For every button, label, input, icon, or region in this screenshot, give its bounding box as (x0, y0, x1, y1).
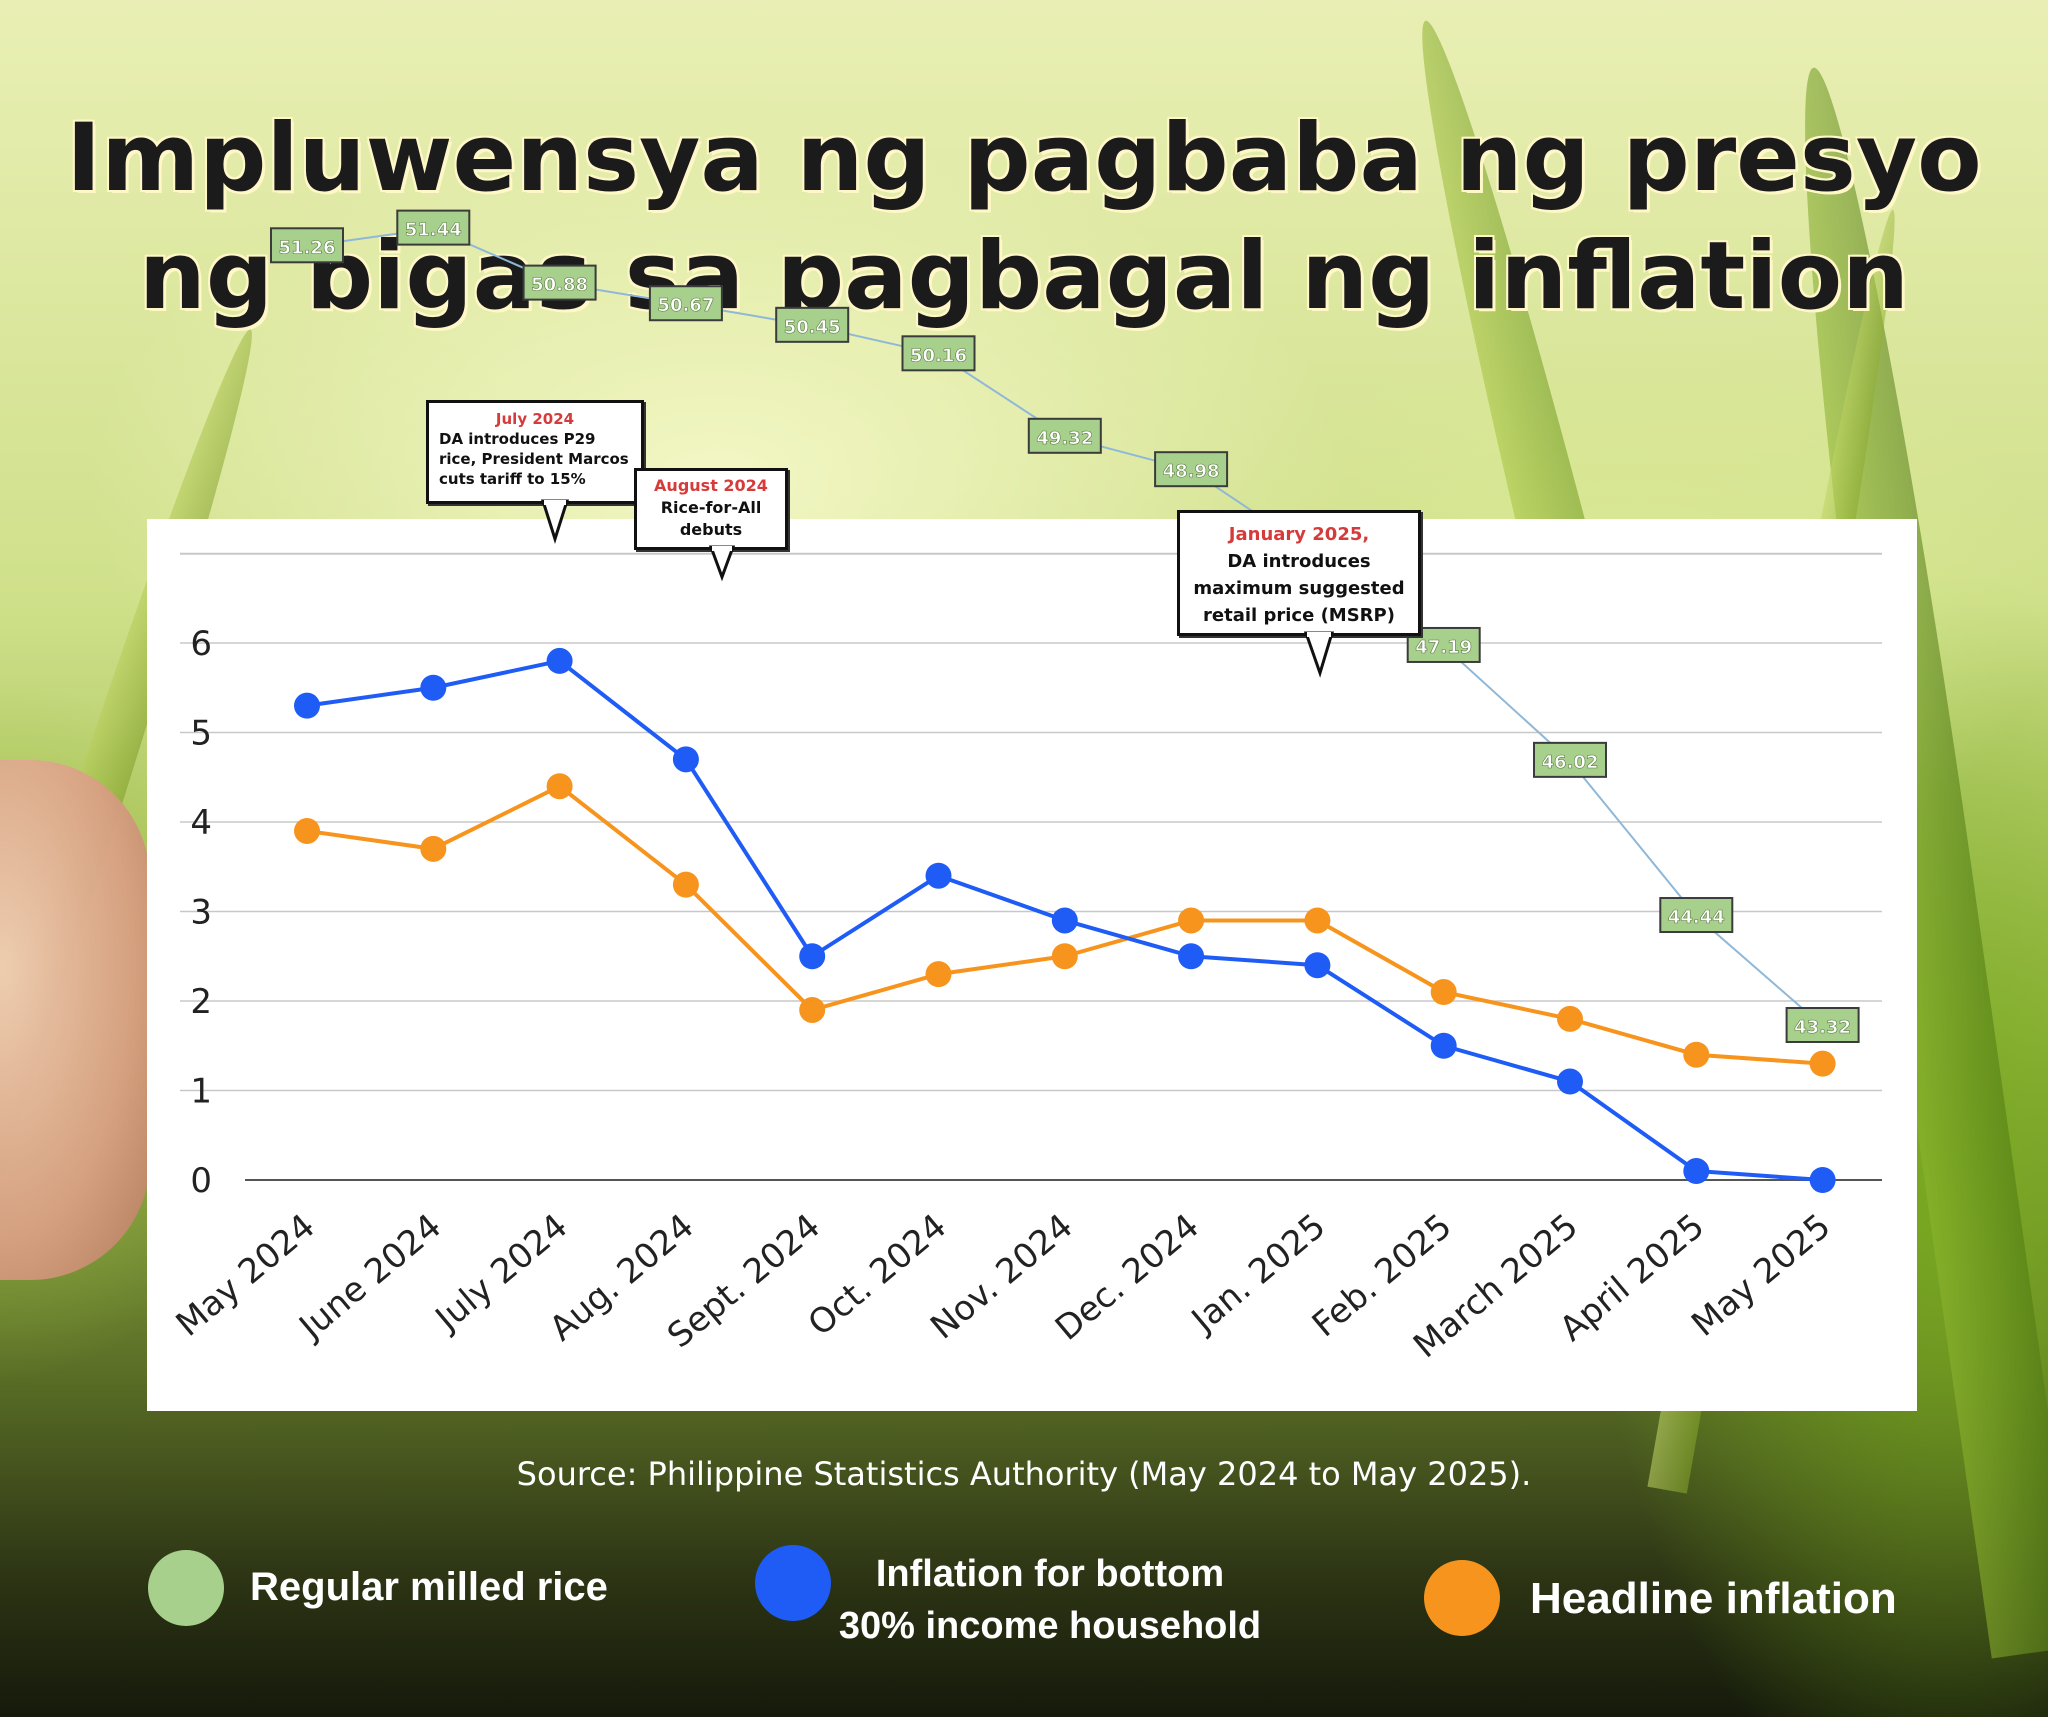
data-point-bottom-30-inflation (294, 692, 320, 719)
legend-label-rice: Regular milled rice (250, 1565, 608, 1609)
data-point-bottom-30-inflation (1809, 1167, 1836, 1193)
data-point-headline-inflation (1809, 1050, 1836, 1077)
annotation-july-2024: July 2024 DA introduces P29 rice, Presid… (426, 400, 644, 544)
annotation-head: August 2024 (654, 476, 768, 495)
rice-price-label-box (1785, 1007, 1860, 1043)
rice-price-data-label: 50.45 (784, 317, 841, 338)
data-point-headline-inflation (546, 773, 573, 800)
rice-price-label-box (648, 285, 723, 322)
y-tick-label: 6 (190, 624, 212, 664)
data-point-bottom-30-inflation (672, 746, 699, 773)
rice-price-label-box (1533, 741, 1607, 778)
rice-price-label-box (1659, 897, 1734, 934)
y-tick-label: 4 (190, 803, 212, 843)
data-point-headline-inflation (925, 961, 952, 988)
rice-price-label-box (522, 264, 597, 301)
data-point-bottom-30-inflation (546, 647, 573, 674)
annotation-body: DA introduces P29 rice, President Marcos… (439, 430, 629, 488)
rice-price-data-label: 50.88 (531, 275, 588, 296)
data-point-headline-inflation (1304, 907, 1331, 934)
rice-price-data-label: 49.32 (1036, 428, 1093, 449)
rice-price-data-label: 46.02 (1542, 752, 1599, 773)
data-point-bottom-30-inflation (1557, 1068, 1583, 1095)
title-line-1: Impluwensya ng pagbaba ng presyo (66, 104, 1982, 213)
annotation-head: January 2025, (1228, 524, 1370, 545)
data-point-headline-inflation (1683, 1041, 1710, 1068)
rice-price-data-label: 50.16 (910, 345, 967, 366)
legend-label-bottom30: Inflation for bottom 30% income househol… (830, 1548, 1270, 1652)
annotation-body: DA introduces maximum suggested retail p… (1193, 551, 1405, 626)
data-point-headline-inflation (420, 835, 447, 862)
data-point-bottom-30-inflation (799, 943, 826, 970)
y-tick-label: 2 (190, 982, 212, 1022)
annotation-head: July 2024 (495, 410, 575, 428)
data-point-headline-inflation (1051, 943, 1078, 970)
annotation-january-2025: January 2025, DA introduces maximum sugg… (1177, 510, 1421, 678)
annotation-body: Rice-for-All debuts (660, 498, 762, 539)
callout-pointer (1303, 631, 1335, 678)
rice-price-data-label: 43.32 (1794, 1017, 1851, 1038)
data-point-headline-inflation (1178, 907, 1205, 934)
hand-holding-rice (0, 760, 150, 1280)
rice-price-label-box (1027, 417, 1102, 454)
rice-price-label-box (775, 306, 850, 343)
rice-price-label-box (270, 227, 344, 264)
rice-price-data-label: 50.67 (657, 295, 714, 316)
callout-pointer (540, 499, 570, 544)
y-tick-label: 0 (190, 1161, 212, 1201)
callout-pointer (708, 545, 736, 582)
rice-price-label-box (901, 335, 976, 372)
source-note: Source: Philippine Statistics Authority … (516, 1455, 1532, 1493)
data-point-headline-inflation (294, 817, 320, 844)
data-point-bottom-30-inflation (1304, 952, 1331, 979)
rice-price-data-label: 48.98 (1163, 461, 1220, 482)
y-tick-label: 3 (190, 893, 212, 933)
legend-label-line-1: Inflation for bottom (875, 1553, 1225, 1595)
page-title: Impluwensya ng pagbaba ng presyo ng biga… (0, 100, 2048, 336)
series-line-regular-milled-rice (306, 227, 1824, 1027)
legend-swatch-headline (1424, 1560, 1500, 1636)
data-point-bottom-30-inflation (1051, 907, 1078, 934)
data-point-bottom-30-inflation (1430, 1032, 1457, 1059)
rice-price-data-label: 47.19 (1415, 637, 1472, 658)
rice-price-label-box (396, 209, 471, 246)
rice-price-data-label: 51.26 (279, 237, 336, 258)
legend-swatch-rice (148, 1550, 224, 1626)
data-point-bottom-30-inflation (1683, 1158, 1710, 1185)
chart-panel (147, 519, 1917, 1411)
data-point-headline-inflation (1557, 1005, 1583, 1032)
legend-swatch-bottom30 (755, 1545, 831, 1621)
data-point-headline-inflation (672, 871, 699, 898)
data-point-headline-inflation (1430, 979, 1457, 1006)
y-tick-label: 1 (190, 1072, 212, 1112)
data-point-bottom-30-inflation (420, 674, 447, 701)
rice-price-label-box (1154, 451, 1229, 488)
data-point-bottom-30-inflation (925, 862, 952, 889)
annotation-august-2024: August 2024 Rice-for-All debuts (634, 468, 788, 582)
y-tick-label: 5 (190, 714, 212, 754)
x-tick-label: May 2025 (1684, 1206, 1838, 1344)
legend-label-headline: Headline inflation (1530, 1574, 1897, 1623)
data-point-headline-inflation (799, 996, 826, 1023)
rice-price-data-label: 51.44 (405, 220, 462, 241)
rice-price-data-label: 44.44 (1668, 907, 1725, 928)
data-point-bottom-30-inflation (1178, 943, 1205, 970)
legend-label-line-2: 30% income household (838, 1605, 1262, 1647)
